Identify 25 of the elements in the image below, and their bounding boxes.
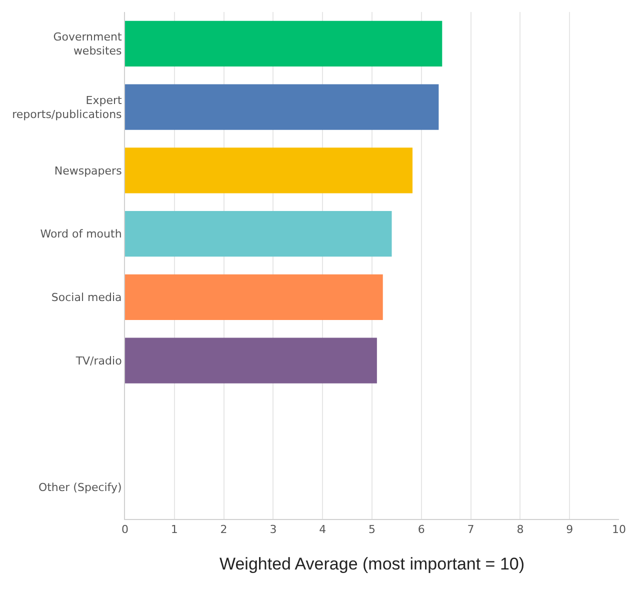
bar	[125, 148, 413, 194]
y-tick-label: Social media	[51, 291, 122, 304]
x-tick-label: 4	[319, 523, 326, 536]
y-tick-label: Other (Specify)	[38, 481, 122, 494]
bar	[125, 338, 377, 384]
x-axis-title: Weighted Average (most important = 10)	[219, 554, 525, 574]
x-tick-label: 9	[566, 523, 574, 536]
bar	[125, 211, 392, 257]
x-tick-label: 8	[516, 523, 524, 536]
x-tick-label: 5	[368, 523, 376, 536]
y-tick-label: TV/radio	[74, 354, 122, 368]
x-tick-label: 3	[270, 523, 277, 536]
x-tick-label: 2	[220, 523, 228, 536]
x-tick-label: 7	[467, 523, 474, 536]
bar	[125, 20, 442, 66]
y-tick-label: Word of mouth	[40, 228, 122, 241]
bar	[125, 274, 383, 320]
y-tick-label: Expert reports/publications	[12, 94, 122, 122]
y-tick-label: Government websites	[53, 30, 122, 58]
bar	[125, 84, 439, 130]
x-tick-label: 0	[122, 523, 128, 536]
x-tick-label: 1	[170, 523, 178, 536]
x-tick-label: 6	[418, 523, 425, 536]
x-tick-label: 10	[612, 523, 626, 536]
y-tick-label: Newspapers	[54, 164, 122, 178]
